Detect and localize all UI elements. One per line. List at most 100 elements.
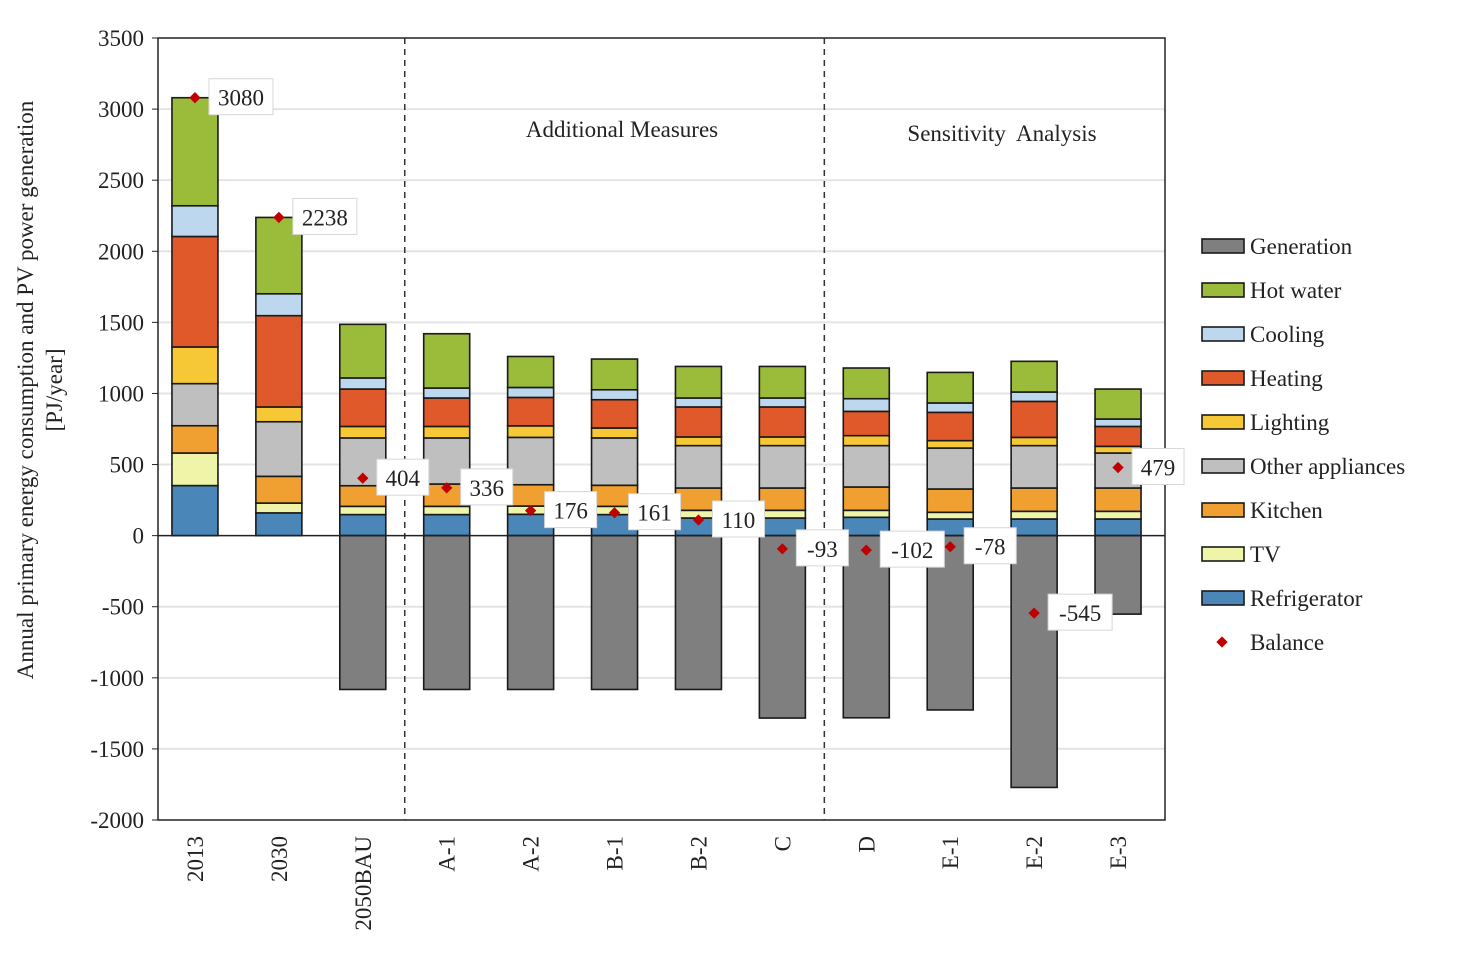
bar-generation-a-1: [422, 534, 471, 691]
bar-generation-b-1: [590, 534, 639, 691]
balance-marker: [944, 541, 956, 553]
y-tick-label: 2000: [98, 239, 144, 264]
y-tick-label: 500: [110, 453, 145, 478]
bar-cooling-a-1: [422, 387, 471, 399]
data-label: 479: [1141, 456, 1176, 481]
balance-marker: [776, 543, 789, 555]
bars: [171, 96, 1142, 789]
data-label: 110: [722, 508, 756, 533]
bar-refrigerator-2050bau: [338, 513, 387, 537]
bar-cooling-2030: [255, 292, 303, 317]
bar-kitchen-2030: [255, 475, 303, 504]
x-tick-label: B-2: [686, 836, 711, 871]
legend-label: Heating: [1250, 366, 1323, 391]
y-tick-label: -500: [102, 595, 144, 620]
data-label: -93: [807, 537, 838, 562]
bar-generation-b-2: [674, 534, 723, 691]
data-label-box: [460, 468, 514, 506]
x-tick-label: A-1: [435, 836, 460, 872]
bar-lighting-d: [842, 434, 891, 447]
bar-kitchen-2013: [171, 424, 219, 454]
bar-lighting-2013: [171, 346, 219, 385]
bar-generation-e-2: [1010, 534, 1058, 789]
bar-generation-a-2: [506, 534, 555, 691]
data-label-box: [1047, 593, 1113, 631]
bar-cooling-b-2: [674, 397, 723, 408]
bar-refrigerator-2030: [255, 512, 303, 537]
legend-swatch-kitchen: [1201, 502, 1245, 518]
legend-swatch-lighting: [1201, 414, 1245, 430]
bar-hot-water-e-2: [1010, 360, 1058, 393]
bar-hot-water-2013: [171, 96, 219, 207]
section-label-additional-measures: Additional Measures: [526, 117, 718, 142]
bar-tv-2013: [171, 452, 219, 487]
balance-marker: [608, 507, 621, 519]
bar-hot-water-c: [758, 365, 807, 399]
y-tick-label: -1500: [90, 737, 144, 762]
bar-tv-a-1: [422, 505, 471, 516]
bar-heating-2050bau: [338, 388, 387, 428]
bar-tv-e-2: [1010, 510, 1058, 520]
y-tick-label: 1500: [98, 310, 144, 335]
bar-tv-e-1: [926, 511, 975, 520]
balance-markers: 3080 2238 404 336 176 161 110 -93 -102 -78 -545 479: [189, 78, 1185, 631]
balance-marker: [860, 544, 872, 556]
bar-cooling-e-2: [1010, 391, 1058, 403]
bar-cooling-c: [758, 397, 807, 408]
bar-other-appliances-d: [842, 444, 891, 488]
balance-marker: [357, 472, 369, 484]
data-label: 2238: [302, 205, 348, 230]
axes: 3500 3000 2500 2000 1500 1000 500 0 -500 -1000 -15…: [90, 26, 1165, 931]
bar-hot-water-d: [842, 367, 891, 400]
bar-heating-e-1: [926, 411, 975, 442]
bar-other-appliances-c: [758, 444, 807, 489]
bar-hot-water-b-1: [590, 358, 639, 391]
legend-label: Hot water: [1250, 278, 1342, 303]
bar-heating-e-2: [1010, 400, 1058, 439]
legend-label: Kitchen: [1250, 498, 1323, 523]
bar-other-appliances-e-1: [926, 447, 975, 490]
y-tick-label: 0: [133, 524, 145, 549]
bar-lighting-b-2: [674, 436, 723, 447]
legend-label: Other appliances: [1250, 454, 1405, 479]
bar-heating-e-3: [1094, 425, 1142, 448]
bar-hot-water-a-2: [506, 355, 555, 389]
data-label-box: [879, 530, 945, 568]
balance-marker: [1028, 607, 1040, 619]
legend-swatch-tv: [1201, 546, 1245, 562]
x-tick-label: E-2: [1022, 836, 1047, 869]
x-tick-label: 2030: [267, 836, 292, 882]
bar-refrigerator-e-3: [1094, 518, 1142, 537]
bar-kitchen-c: [758, 487, 807, 512]
section-label-sensitivity-analysis: Sensitivity Analysis: [907, 121, 1096, 146]
bar-other-appliances-e-2: [1010, 444, 1058, 489]
y-tick-label: 3000: [98, 97, 144, 122]
data-label: 176: [553, 499, 588, 524]
balance-marker: [1112, 461, 1124, 474]
legend: Generation Hot water Cooling Heating Lightin…: [1201, 234, 1405, 655]
y-axis-label-line1: Annual primary energy consumption and PV…: [13, 100, 38, 679]
legend-swatch-heating: [1201, 370, 1245, 386]
bar-lighting-c: [758, 436, 807, 447]
legend-swatch-refrigerator: [1201, 590, 1245, 606]
bar-heating-2013: [171, 235, 219, 348]
legend-label: Lighting: [1250, 410, 1330, 435]
balance-marker: [273, 211, 285, 224]
data-label-box: [544, 491, 598, 529]
bar-hot-water-e-3: [1094, 388, 1142, 420]
x-tick-label: A-2: [519, 836, 544, 872]
bar-kitchen-e-2: [1010, 487, 1058, 513]
data-label: 404: [386, 466, 421, 491]
balance-marker: [441, 482, 453, 494]
data-label-box: [1131, 448, 1185, 486]
bar-other-appliances-b-1: [590, 437, 639, 487]
bar-kitchen-e-1: [926, 488, 975, 514]
bar-lighting-2050bau: [338, 425, 387, 439]
bar-refrigerator-a-1: [422, 513, 471, 537]
data-label-box: [376, 458, 430, 496]
bar-kitchen-d: [842, 486, 891, 512]
bar-lighting-2030: [255, 406, 303, 423]
balance-marker: [692, 514, 705, 526]
bar-cooling-a-2: [506, 386, 555, 399]
